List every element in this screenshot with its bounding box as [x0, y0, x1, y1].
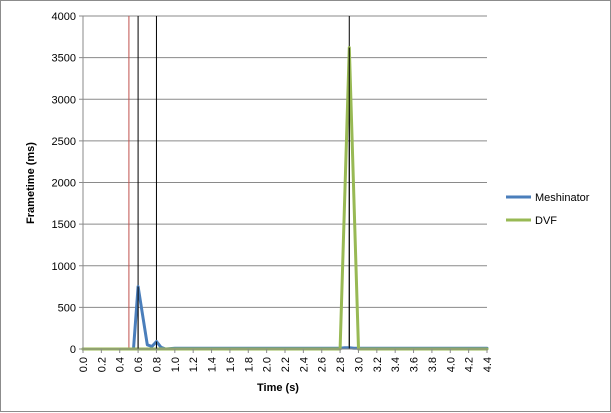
y-axis-title: Frametime (ms) — [25, 142, 37, 224]
x-tick-label: 3.6 — [409, 357, 421, 372]
x-axis-title: Time (s) — [257, 382, 299, 394]
axes — [82, 16, 488, 353]
x-tick-label: 3.2 — [372, 357, 384, 372]
y-tick-label: 1000 — [52, 261, 76, 273]
x-tick-label: 3.8 — [427, 357, 439, 372]
x-tick-label: 2.8 — [335, 357, 347, 372]
x-tick-label: 4.4 — [482, 357, 494, 372]
y-tick-labels: 0 500 1000 1500 2000 2500 3000 3500 4000 — [52, 11, 76, 356]
legend: Meshinator DVF — [506, 192, 590, 227]
y-tick-label: 2500 — [52, 136, 76, 148]
y-tick-label: 500 — [58, 302, 76, 314]
x-tick-label: 0.8 — [151, 357, 163, 372]
x-tick-label: 3.4 — [390, 357, 402, 372]
x-tick-label: 0.0 — [78, 357, 90, 372]
legend-label-dvf: DVF — [535, 215, 557, 227]
x-tick-label: 4.2 — [464, 357, 476, 372]
series-line-meshinator — [81, 285, 489, 351]
y-tick-label: 4000 — [52, 11, 76, 23]
x-tick-label: 1.8 — [243, 357, 255, 372]
x-tick-label: 2.4 — [298, 357, 310, 372]
x-tick-label: 0.4 — [115, 357, 127, 372]
x-tick-label: 3.0 — [353, 357, 365, 372]
x-tick-label: 1.2 — [188, 357, 200, 372]
y-tick-label: 3500 — [52, 53, 76, 65]
x-tick-label: 2.2 — [280, 357, 292, 372]
x-tick-label: 2.6 — [317, 357, 329, 372]
x-tick-labels: 0.0 0.2 0.4 0.6 0.8 1.0 1.2 1.4 1.6 1.8 2.0 2.2 2.4 2… — [78, 357, 494, 372]
legend-label-meshinator: Meshinator — [535, 192, 590, 204]
y-tick-label: 1500 — [52, 219, 76, 231]
x-tick-label: 1.0 — [170, 357, 182, 372]
series-line-dvf — [81, 46, 489, 351]
x-tick-label: 1.4 — [207, 357, 219, 372]
series-lines — [81, 46, 489, 351]
x-tick-label: 2.0 — [262, 357, 274, 372]
x-tick-label: 0.2 — [96, 357, 108, 372]
x-tick-label: 1.6 — [225, 357, 237, 372]
y-tick-label: 3000 — [52, 94, 76, 106]
y-tick-label: 0 — [70, 344, 76, 356]
x-tick-label: 0.6 — [133, 357, 145, 372]
y-tick-label: 2000 — [52, 178, 76, 190]
gridlines — [79, 15, 487, 350]
x-tick-label: 4.0 — [445, 357, 457, 372]
